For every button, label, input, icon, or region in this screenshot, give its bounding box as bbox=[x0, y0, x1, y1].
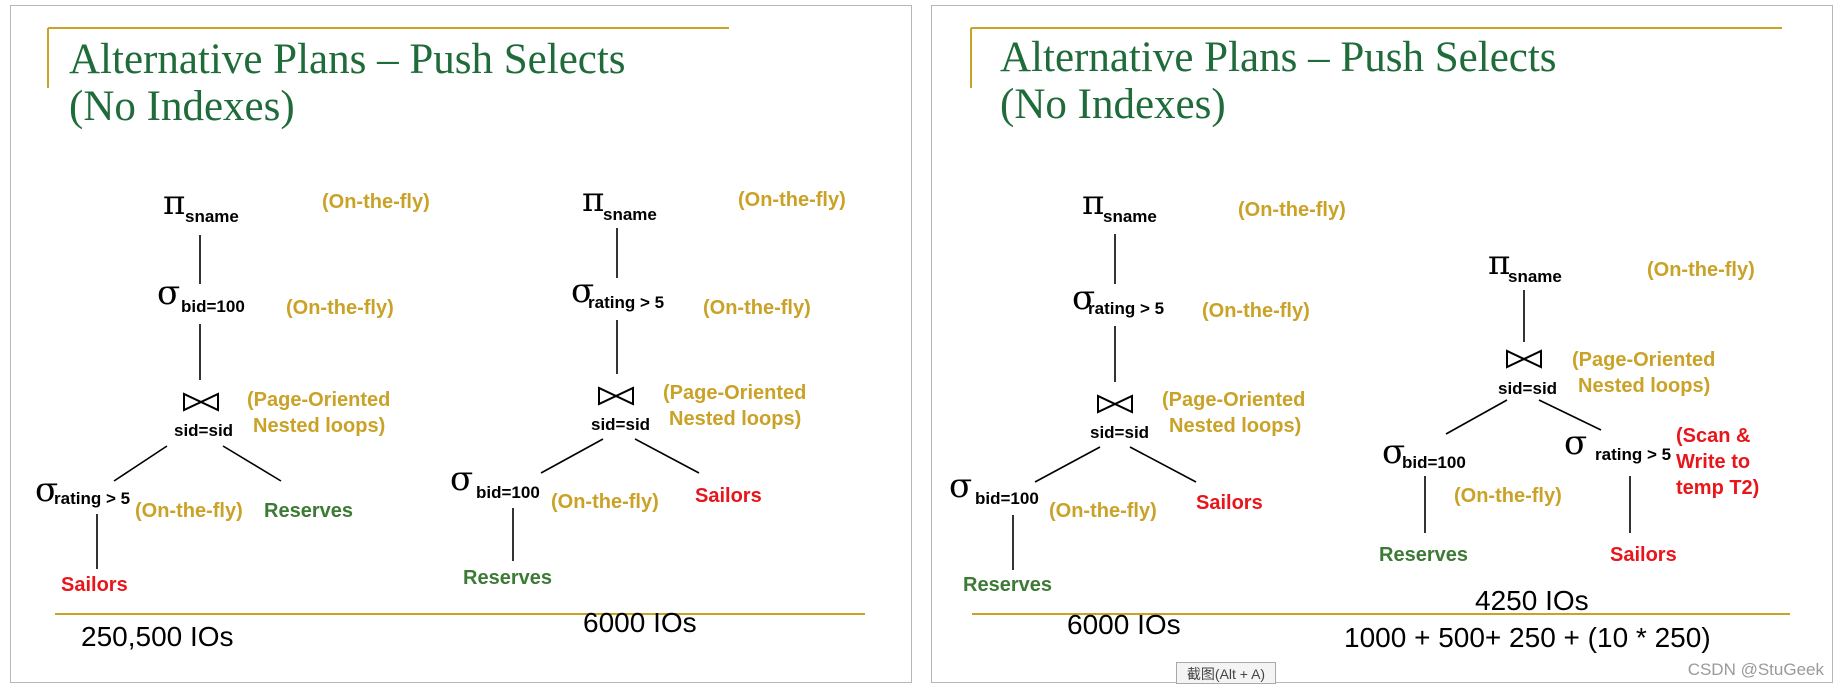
relation-reserves: Reserves bbox=[463, 567, 552, 589]
edge bbox=[634, 438, 700, 474]
left-select-predicate: rating > 5 bbox=[54, 489, 130, 508]
join-icon bbox=[1097, 394, 1133, 414]
plan-b-tree: π sname (On-the-fly) σ rating > 5 (On-th… bbox=[450, 180, 846, 589]
edge bbox=[1538, 399, 1602, 431]
join-predicate: sid=sid bbox=[1090, 423, 1149, 442]
edge bbox=[113, 445, 168, 482]
relation-sailors: Sailors bbox=[61, 574, 128, 596]
plan-b-cost-formula: 1000 + 500+ 250 + (10 * 250) bbox=[1344, 622, 1711, 653]
left-select-symbol: σ bbox=[450, 459, 473, 499]
plan-a-tree: π sname (On-the-fly) σ bid=100 (On-the-f… bbox=[35, 183, 430, 596]
project-attribute: sname bbox=[1508, 267, 1562, 286]
edge bbox=[1034, 446, 1101, 483]
select-symbol: σ bbox=[1072, 278, 1095, 318]
relation-sailors: Sailors bbox=[1610, 544, 1677, 566]
right-select-note-line-2: Write to bbox=[1676, 451, 1750, 473]
select-predicate: rating > 5 bbox=[588, 293, 664, 312]
screenshot-tooltip: 截图(Alt + A) bbox=[1176, 662, 1276, 684]
project-attribute: sname bbox=[603, 205, 657, 224]
select-note: (On-the-fly) bbox=[286, 297, 394, 319]
project-symbol: π bbox=[582, 180, 604, 220]
join-predicate: sid=sid bbox=[591, 415, 650, 434]
join-icon bbox=[183, 392, 219, 412]
left-select-note: (On-the-fly) bbox=[1454, 485, 1562, 507]
join-predicate: sid=sid bbox=[1498, 379, 1557, 398]
relation-reserves: Reserves bbox=[1379, 544, 1468, 566]
left-select-symbol: σ bbox=[35, 470, 58, 510]
project-note: (On-the-fly) bbox=[738, 189, 846, 211]
project-note: (On-the-fly) bbox=[1238, 199, 1346, 221]
join-predicate: sid=sid bbox=[174, 421, 233, 440]
slide-title-line-2: (No Indexes) bbox=[1000, 81, 1226, 128]
edge bbox=[222, 445, 282, 482]
right-select-note-line-1: (Scan & bbox=[1676, 425, 1750, 447]
join-note-line-2: Nested loops) bbox=[1169, 415, 1301, 437]
join-note-line-1: (Page-Oriented bbox=[1162, 389, 1305, 411]
relation-sailors: Sailors bbox=[1196, 492, 1263, 514]
select-symbol: σ bbox=[157, 273, 180, 313]
join-note-line-1: (Page-Oriented bbox=[1572, 349, 1715, 371]
slide-title-line-2: (No Indexes) bbox=[69, 83, 295, 130]
plan-b-cost: 6000 IOs bbox=[583, 607, 697, 638]
slide-1-canvas: Alternative Plans – Push Selects (No Ind… bbox=[35, 27, 865, 652]
project-note: (On-the-fly) bbox=[322, 191, 430, 213]
slide-title-line-1: Alternative Plans – Push Selects bbox=[1000, 34, 1557, 81]
slide-2: Alternative Plans – Push Selects (No Ind… bbox=[931, 5, 1833, 683]
join-note-line-1: (Page-Oriented bbox=[663, 382, 806, 404]
select-symbol: σ bbox=[571, 271, 594, 311]
edge bbox=[1445, 399, 1508, 435]
right-select-predicate: rating > 5 bbox=[1595, 445, 1671, 464]
left-select-predicate: bid=100 bbox=[476, 483, 540, 502]
join-note-line-2: Nested loops) bbox=[1578, 375, 1710, 397]
right-select-note-line-3: temp T2) bbox=[1676, 477, 1759, 499]
edge bbox=[540, 438, 604, 474]
right-select-symbol: σ bbox=[1564, 423, 1587, 463]
edge bbox=[1129, 446, 1197, 483]
left-select-predicate: bid=100 bbox=[975, 489, 1039, 508]
left-select-predicate: bid=100 bbox=[1402, 453, 1466, 472]
plan-a-cost: 6000 IOs bbox=[1067, 609, 1181, 640]
select-note: (On-the-fly) bbox=[1202, 300, 1310, 322]
project-attribute: sname bbox=[1103, 207, 1157, 226]
left-select-symbol: σ bbox=[1382, 432, 1405, 472]
join-icon bbox=[598, 386, 634, 406]
left-select-note: (On-the-fly) bbox=[1049, 500, 1157, 522]
plan-a-tree: π sname (On-the-fly) σ rating > 5 (On-th… bbox=[949, 183, 1346, 596]
slide-2-canvas: Alternative Plans – Push Selects (No Ind… bbox=[949, 27, 1790, 653]
join-note-line-2: Nested loops) bbox=[253, 415, 385, 437]
plan-a-cost: 250,500 IOs bbox=[81, 621, 234, 652]
join-icon bbox=[1506, 349, 1542, 369]
project-symbol: π bbox=[1488, 243, 1510, 283]
project-note: (On-the-fly) bbox=[1647, 259, 1755, 281]
relation-sailors: Sailors bbox=[695, 485, 762, 507]
left-select-note: (On-the-fly) bbox=[135, 500, 243, 522]
slide-1: Alternative Plans – Push Selects (No Ind… bbox=[10, 5, 912, 683]
relation-reserves: Reserves bbox=[264, 500, 353, 522]
slide-title-line-1: Alternative Plans – Push Selects bbox=[69, 36, 626, 83]
left-select-note: (On-the-fly) bbox=[551, 491, 659, 513]
plan-b-cost: 4250 IOs bbox=[1475, 585, 1589, 616]
project-symbol: π bbox=[163, 183, 185, 223]
relation-reserves: Reserves bbox=[963, 574, 1052, 596]
project-symbol: π bbox=[1082, 183, 1104, 223]
plan-b-tree: π sname (On-the-fly) sid=sid (Page-Orien… bbox=[1379, 243, 1759, 566]
project-attribute: sname bbox=[185, 207, 239, 226]
select-predicate: rating > 5 bbox=[1088, 299, 1164, 318]
select-predicate: bid=100 bbox=[181, 297, 245, 316]
watermark: CSDN @StuGeek bbox=[1687, 660, 1824, 679]
left-select-symbol: σ bbox=[949, 466, 972, 506]
select-note: (On-the-fly) bbox=[703, 297, 811, 319]
join-note-line-2: Nested loops) bbox=[669, 408, 801, 430]
join-note-line-1: (Page-Oriented bbox=[247, 389, 390, 411]
